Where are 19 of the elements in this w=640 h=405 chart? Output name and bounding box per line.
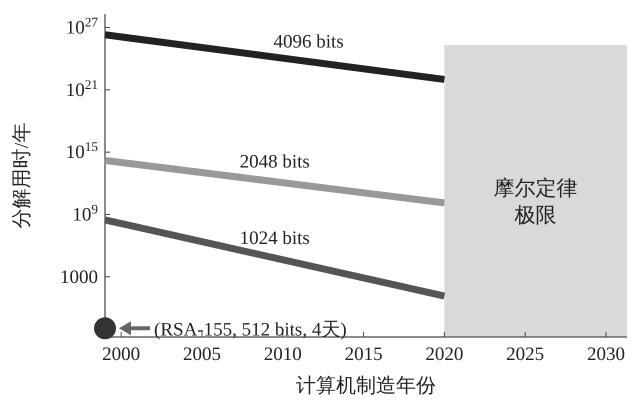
y-tick-label: 10$^{27}$ <box>66 14 98 39</box>
x-axis-title: 计算机制造年份 <box>296 375 436 397</box>
y-tick-label: 1000 <box>60 266 98 288</box>
x-tick-label: 2020 <box>425 344 464 365</box>
y-tick-label: 10$^{9}$ <box>72 200 98 226</box>
x-tick-label: 2010 <box>264 344 302 365</box>
x-tick-label: 2025 <box>506 344 544 365</box>
y-tick-label: 10$^{15}$ <box>66 138 98 164</box>
y-tick-label: 10$^{21}$ <box>66 76 98 101</box>
x-tick-label: 2000 <box>102 344 140 365</box>
x-tick-label: 2005 <box>182 344 221 365</box>
y-axis-title: 分解用时/年 <box>11 122 33 228</box>
series-label: 1024 bits <box>240 228 310 249</box>
x-tick-label: 2015 <box>344 344 383 365</box>
series-label: 4096 bits <box>274 32 344 53</box>
x-tick-label: 2030 <box>586 344 625 365</box>
annotation: (RSA-155, 512 bits, 4天) <box>154 319 347 340</box>
band-label: 摩尔定律极限 <box>494 176 578 227</box>
series-label: 2048 bits <box>240 152 310 173</box>
